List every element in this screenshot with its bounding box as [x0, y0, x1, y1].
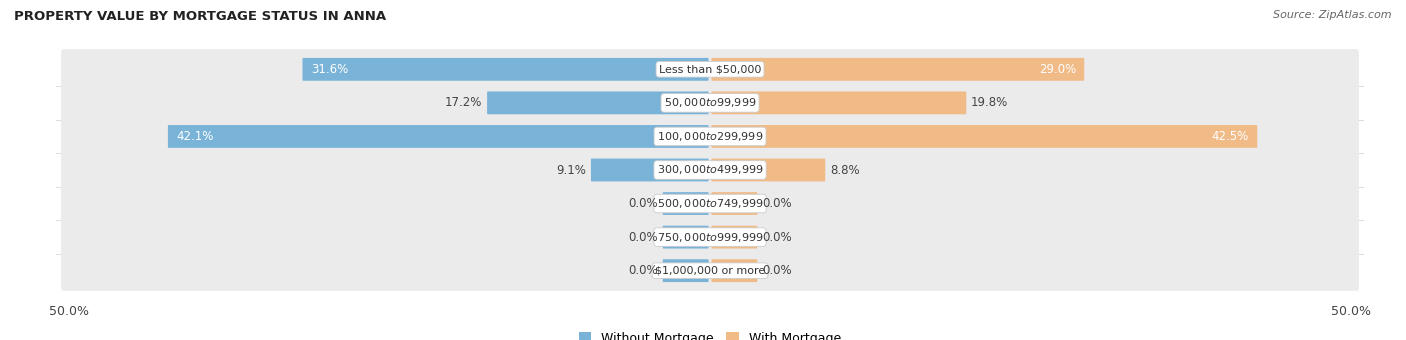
FancyBboxPatch shape [711, 259, 758, 282]
FancyBboxPatch shape [711, 158, 825, 182]
Text: $300,000 to $499,999: $300,000 to $499,999 [657, 164, 763, 176]
FancyBboxPatch shape [662, 226, 709, 249]
Text: 0.0%: 0.0% [628, 197, 658, 210]
Text: 0.0%: 0.0% [628, 231, 658, 244]
FancyBboxPatch shape [60, 116, 1360, 157]
Text: Source: ZipAtlas.com: Source: ZipAtlas.com [1274, 10, 1392, 20]
Legend: Without Mortgage, With Mortgage: Without Mortgage, With Mortgage [574, 327, 846, 340]
FancyBboxPatch shape [486, 91, 709, 114]
FancyBboxPatch shape [60, 183, 1360, 224]
Text: Less than $50,000: Less than $50,000 [659, 64, 761, 74]
FancyBboxPatch shape [167, 125, 709, 148]
Text: 0.0%: 0.0% [628, 264, 658, 277]
Text: 0.0%: 0.0% [762, 197, 792, 210]
FancyBboxPatch shape [60, 251, 1360, 291]
FancyBboxPatch shape [711, 125, 1257, 148]
Text: $100,000 to $299,999: $100,000 to $299,999 [657, 130, 763, 143]
Text: $50,000 to $99,999: $50,000 to $99,999 [664, 96, 756, 109]
Text: $750,000 to $999,999: $750,000 to $999,999 [657, 231, 763, 244]
FancyBboxPatch shape [60, 83, 1360, 123]
FancyBboxPatch shape [591, 158, 709, 182]
FancyBboxPatch shape [711, 58, 1084, 81]
FancyBboxPatch shape [711, 192, 758, 215]
FancyBboxPatch shape [711, 226, 758, 249]
Text: 19.8%: 19.8% [972, 96, 1008, 109]
Text: 0.0%: 0.0% [762, 264, 792, 277]
Text: $1,000,000 or more: $1,000,000 or more [655, 266, 765, 276]
Text: PROPERTY VALUE BY MORTGAGE STATUS IN ANNA: PROPERTY VALUE BY MORTGAGE STATUS IN ANN… [14, 10, 387, 23]
Text: $500,000 to $749,999: $500,000 to $749,999 [657, 197, 763, 210]
FancyBboxPatch shape [662, 192, 709, 215]
Text: 9.1%: 9.1% [557, 164, 586, 176]
Text: 0.0%: 0.0% [762, 231, 792, 244]
FancyBboxPatch shape [60, 150, 1360, 190]
FancyBboxPatch shape [60, 217, 1360, 257]
Text: 42.5%: 42.5% [1212, 130, 1249, 143]
Text: 17.2%: 17.2% [446, 96, 482, 109]
Text: 8.8%: 8.8% [830, 164, 859, 176]
FancyBboxPatch shape [711, 91, 966, 114]
Text: 31.6%: 31.6% [311, 63, 347, 76]
FancyBboxPatch shape [662, 259, 709, 282]
Text: 29.0%: 29.0% [1039, 63, 1076, 76]
FancyBboxPatch shape [302, 58, 709, 81]
Text: 42.1%: 42.1% [176, 130, 214, 143]
FancyBboxPatch shape [60, 49, 1360, 89]
